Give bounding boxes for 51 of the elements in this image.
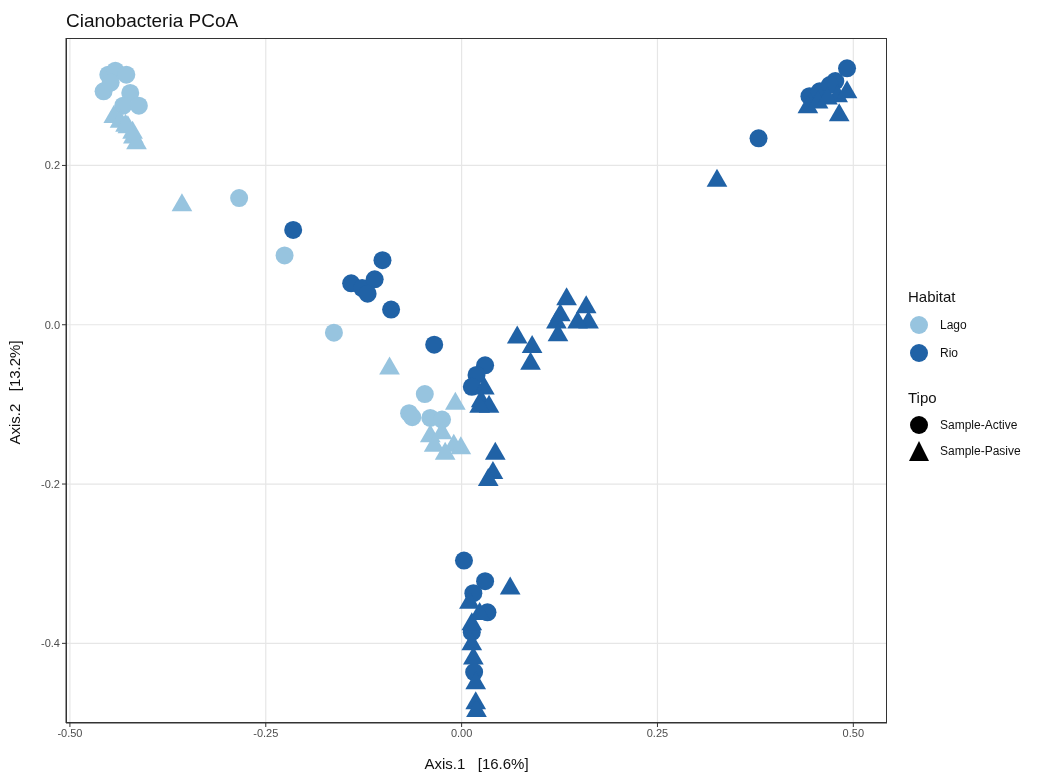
legend-label: Lago — [940, 318, 967, 332]
point — [365, 270, 384, 289]
legend-label: Rio — [940, 346, 959, 360]
y-tick-label: -0.2 — [41, 477, 60, 490]
point — [838, 59, 857, 78]
point — [117, 65, 136, 84]
point — [275, 246, 294, 265]
point — [567, 310, 588, 329]
point — [828, 103, 850, 122]
y-tick-label: 0.2 — [44, 159, 60, 172]
legend-title: Habitat — [908, 288, 957, 305]
point — [379, 356, 400, 375]
x-axis-title: Axis.1 [16.6%] — [423, 755, 530, 772]
text: Sample-Pasive — [940, 444, 1021, 458]
point — [549, 303, 571, 322]
point — [425, 335, 444, 354]
point — [706, 168, 728, 187]
point — [499, 576, 521, 595]
point — [230, 189, 249, 208]
point — [445, 391, 466, 410]
point — [403, 408, 422, 427]
point — [521, 335, 543, 354]
point — [749, 129, 768, 148]
y-tick-label: -0.4 — [41, 637, 60, 650]
x-tick-label: 0.50 — [842, 726, 865, 739]
point — [373, 251, 392, 270]
x-tick-label: 0.00 — [450, 726, 473, 739]
y-axis-title: Axis.2 [13.2%] — [5, 339, 23, 447]
x-tick-label: -0.25 — [253, 726, 279, 739]
point — [284, 220, 303, 239]
text: Sample-Active — [940, 418, 1018, 432]
point — [506, 325, 528, 344]
point — [575, 295, 597, 314]
point — [434, 441, 456, 460]
point — [484, 441, 506, 460]
point — [382, 300, 401, 319]
point — [454, 551, 473, 570]
point — [415, 385, 434, 404]
point — [520, 351, 541, 370]
point — [129, 96, 148, 115]
x-tick-label: -0.50 — [57, 726, 83, 739]
point — [324, 323, 343, 342]
point — [556, 287, 577, 306]
y-tick-label: 0.0 — [44, 318, 60, 331]
x-tick-label: 0.25 — [646, 726, 669, 739]
point — [450, 436, 472, 455]
point — [477, 468, 499, 487]
text: Tipo — [908, 389, 938, 406]
chart-title: Cianobacteria PCoA — [66, 10, 239, 32]
point — [476, 572, 495, 591]
point — [171, 193, 193, 212]
